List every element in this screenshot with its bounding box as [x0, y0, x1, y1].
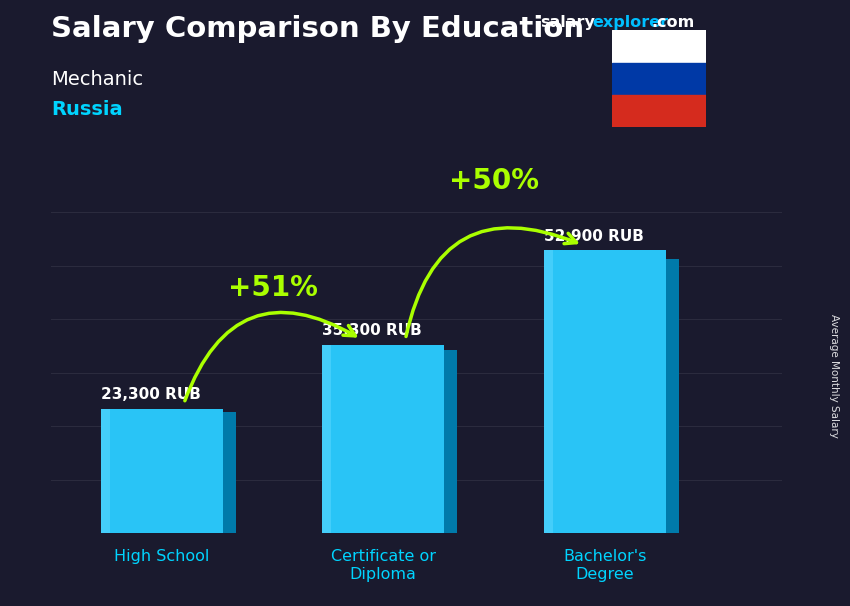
Bar — [612, 62, 706, 95]
Bar — [101, 408, 110, 533]
Bar — [223, 413, 236, 533]
Bar — [544, 250, 666, 533]
Text: 52,900 RUB: 52,900 RUB — [544, 229, 643, 244]
Bar — [544, 250, 552, 533]
Text: 23,300 RUB: 23,300 RUB — [101, 387, 201, 402]
Bar — [322, 345, 445, 533]
Text: 35,300 RUB: 35,300 RUB — [322, 323, 422, 338]
Text: explorer: explorer — [592, 15, 669, 30]
Text: +51%: +51% — [228, 275, 317, 302]
Text: Russia: Russia — [51, 100, 122, 119]
FancyArrowPatch shape — [184, 313, 355, 401]
FancyArrowPatch shape — [406, 228, 576, 336]
Text: Salary Comparison By Education: Salary Comparison By Education — [51, 15, 584, 43]
Bar — [322, 345, 332, 533]
Bar — [101, 408, 223, 533]
Bar — [666, 259, 679, 533]
Bar — [612, 30, 706, 62]
Text: salary: salary — [540, 15, 595, 30]
Text: Average Monthly Salary: Average Monthly Salary — [829, 314, 839, 438]
Bar — [612, 95, 706, 127]
Text: Mechanic: Mechanic — [51, 70, 143, 88]
Text: +50%: +50% — [449, 167, 539, 195]
Bar — [445, 350, 457, 533]
Text: .com: .com — [651, 15, 694, 30]
